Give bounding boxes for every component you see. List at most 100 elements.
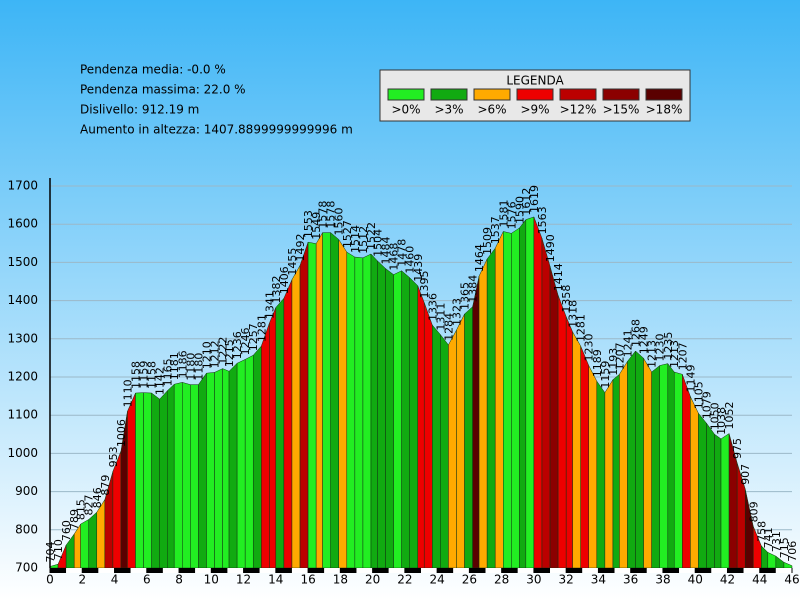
profile-segment <box>409 277 419 569</box>
stat-text: Pendenza media: -0.0 % <box>80 63 226 77</box>
profile-segment <box>198 372 207 569</box>
legend-swatch <box>473 88 511 101</box>
value-label: 731 <box>770 531 783 552</box>
profile-segment <box>228 362 238 569</box>
value-label: 1213 <box>646 340 659 368</box>
stat-text: Aumento in altezza: 1407.8899999999996 m <box>80 123 353 137</box>
value-label: 1537 <box>489 216 502 244</box>
value-label: 1105 <box>692 381 705 409</box>
profile-segment <box>682 374 691 569</box>
profile-segment <box>432 324 441 569</box>
profile-segment <box>393 270 402 569</box>
value-label: 1414 <box>552 263 565 291</box>
legend-label: >0% <box>391 103 420 117</box>
axis-band <box>695 568 712 573</box>
axis-band <box>388 568 405 573</box>
profile-segment <box>714 433 722 569</box>
y-tick-label: 1200 <box>7 370 38 384</box>
x-tick-label: 0 <box>46 573 54 587</box>
profile-segment <box>214 368 223 569</box>
value-label: 1341 <box>263 291 276 319</box>
y-tick-label: 1400 <box>7 293 38 307</box>
x-tick-label: 22 <box>397 573 412 587</box>
value-label: 1189 <box>591 349 604 377</box>
profile-segment <box>690 396 699 569</box>
axis-band <box>598 568 615 573</box>
profile-segment <box>456 313 465 569</box>
profile-segment <box>596 380 606 569</box>
x-tick-label: 12 <box>236 573 251 587</box>
axis-band <box>630 568 647 573</box>
value-label: 1439 <box>412 254 425 282</box>
value-label: 1230 <box>583 334 596 362</box>
value-label: 1468 <box>388 243 401 271</box>
axis-band <box>727 568 744 573</box>
value-label: 1365 <box>459 282 472 310</box>
profile-segment <box>448 329 457 569</box>
value-label: 1230 <box>654 334 667 362</box>
profile-segment <box>182 382 191 569</box>
axis-band <box>356 568 373 573</box>
value-label: 1549 <box>310 212 323 240</box>
profile-segment <box>299 242 309 569</box>
profile-segment <box>588 365 598 569</box>
profile-segment <box>236 359 246 569</box>
value-label: 1212 <box>209 340 222 368</box>
profile-segment <box>519 218 527 569</box>
profile-segment <box>440 333 449 569</box>
value-label: 1455 <box>286 248 299 276</box>
value-label: 809 <box>747 501 760 522</box>
value-label: 758 <box>755 521 768 542</box>
x-tick-label: 42 <box>720 573 735 587</box>
legend-label: >18% <box>646 103 683 117</box>
value-label: 1235 <box>662 332 675 360</box>
y-tick-label: 1000 <box>7 446 38 460</box>
profile-segment <box>619 360 628 569</box>
value-label: 1578 <box>325 201 338 229</box>
value-label: 1382 <box>270 275 283 303</box>
profile-segment <box>190 384 199 569</box>
y-tick-label: 1500 <box>7 255 38 269</box>
profile-segment <box>557 295 567 569</box>
axis-band <box>130 568 147 573</box>
value-label: 1492 <box>294 233 307 261</box>
value-label: 1193 <box>607 348 620 376</box>
value-label: 1560 <box>333 207 346 235</box>
stat-text: Dislivello: 912.19 m <box>80 103 199 117</box>
profile-segment <box>167 383 175 569</box>
x-tick-label: 40 <box>688 573 703 587</box>
profile-segment <box>549 266 559 569</box>
axis-band <box>533 568 551 573</box>
value-label: 1464 <box>473 244 486 272</box>
legend-label: >6% <box>477 103 506 117</box>
value-label: 741 <box>762 527 775 548</box>
value-label: 1527 <box>341 220 354 248</box>
value-label: 1079 <box>701 391 714 419</box>
value-label: 1358 <box>560 285 573 313</box>
value-label: 1110 <box>121 379 134 407</box>
profile-segment <box>244 354 254 569</box>
axis-band <box>227 568 244 573</box>
y-tick-label: 800 <box>15 522 38 536</box>
profile-segment <box>291 264 301 569</box>
value-label: 1165 <box>162 358 175 386</box>
x-tick-label: 18 <box>333 573 348 587</box>
x-tick-label: 36 <box>623 573 638 587</box>
axis-band <box>162 568 180 573</box>
profile-segment <box>322 232 331 569</box>
legend-label: >3% <box>434 103 463 117</box>
x-tick-label: 6 <box>143 573 151 587</box>
x-tick-label: 10 <box>204 573 219 587</box>
stat-text: Pendenza massima: 22.0 % <box>80 83 246 97</box>
profile-segment <box>283 279 293 569</box>
value-label: 1006 <box>115 419 128 447</box>
value-label: 1050 <box>709 402 722 430</box>
axis-band <box>566 568 583 573</box>
x-tick-label: 34 <box>591 573 606 587</box>
value-label: 1257 <box>247 323 260 351</box>
value-label: 710 <box>52 539 65 560</box>
value-label: 1590 <box>513 196 526 224</box>
axis-band <box>550 568 567 573</box>
value-label: 1186 <box>176 350 189 378</box>
axis-band <box>485 568 502 573</box>
